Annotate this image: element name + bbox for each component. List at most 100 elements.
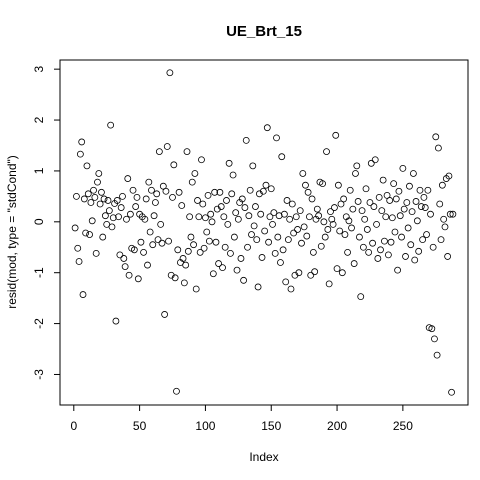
point: [356, 233, 363, 241]
point: [99, 233, 107, 241]
point: [219, 264, 226, 272]
point: [340, 195, 348, 203]
point: [241, 204, 249, 211]
point: [249, 162, 257, 170]
point: [184, 247, 192, 255]
point: [196, 248, 204, 256]
point: [423, 231, 430, 238]
point: [174, 246, 182, 254]
point: [155, 148, 163, 155]
point: [244, 243, 251, 251]
point: [338, 269, 346, 277]
point: [146, 228, 154, 236]
point: [163, 143, 171, 150]
point: [373, 220, 380, 228]
point: [357, 293, 365, 301]
point: [288, 200, 296, 208]
point: [267, 185, 275, 193]
point: [142, 195, 150, 203]
x-tick-label: 250: [393, 419, 413, 433]
point: [149, 241, 157, 249]
point: [233, 266, 241, 274]
point: [195, 213, 203, 221]
point: [265, 238, 273, 246]
point: [119, 192, 126, 200]
y-axis-label: resid(mod, type = "stdCond"): [5, 155, 19, 309]
point: [240, 276, 247, 284]
point: [104, 197, 112, 204]
point: [150, 212, 158, 220]
point: [386, 197, 394, 204]
point: [402, 253, 409, 260]
point: [107, 121, 115, 129]
point: [257, 210, 265, 218]
point: [232, 209, 240, 217]
point: [332, 131, 340, 139]
point: [153, 190, 161, 198]
point: [399, 164, 407, 172]
point: [217, 203, 225, 210]
point: [300, 223, 308, 231]
point: [407, 241, 415, 249]
point: [303, 232, 311, 240]
point: [113, 197, 121, 204]
point: [424, 186, 432, 194]
point: [382, 213, 390, 221]
point: [341, 231, 349, 238]
point: [270, 209, 278, 217]
point: [394, 266, 402, 274]
point: [420, 193, 428, 201]
point: [446, 210, 454, 218]
point: [95, 170, 103, 177]
point: [296, 207, 304, 215]
point: [108, 223, 116, 231]
point: [208, 218, 216, 226]
point: [324, 226, 332, 233]
point: [277, 259, 284, 266]
point: [377, 246, 384, 254]
point: [432, 133, 440, 141]
point: [170, 161, 178, 169]
point: [175, 188, 183, 196]
point: [199, 200, 207, 208]
point: [274, 233, 282, 241]
point: [384, 251, 392, 259]
point: [84, 190, 92, 198]
point: [202, 214, 209, 222]
point: [216, 188, 224, 196]
point: [263, 124, 271, 132]
point: [366, 199, 374, 206]
point: [145, 178, 153, 186]
point: [317, 242, 325, 250]
point: [286, 215, 294, 223]
point: [354, 198, 362, 205]
point: [444, 253, 452, 260]
point: [349, 205, 357, 213]
point: [209, 270, 217, 278]
point: [387, 238, 395, 246]
point: [445, 172, 453, 180]
point: [126, 210, 134, 218]
point: [258, 254, 266, 261]
point: [220, 213, 228, 221]
point: [187, 233, 195, 241]
point: [378, 207, 386, 215]
point: [203, 228, 211, 236]
point: [345, 217, 353, 225]
point: [309, 248, 317, 256]
point: [331, 204, 338, 211]
point: [86, 231, 93, 238]
point: [182, 261, 190, 269]
point: [437, 236, 445, 244]
point: [403, 199, 411, 206]
point: [358, 207, 366, 215]
point: [204, 191, 212, 199]
point: [440, 215, 448, 223]
point: [412, 198, 420, 205]
point: [435, 144, 442, 152]
point: [186, 213, 194, 221]
point: [125, 271, 133, 279]
point: [367, 159, 375, 167]
point: [117, 204, 125, 211]
